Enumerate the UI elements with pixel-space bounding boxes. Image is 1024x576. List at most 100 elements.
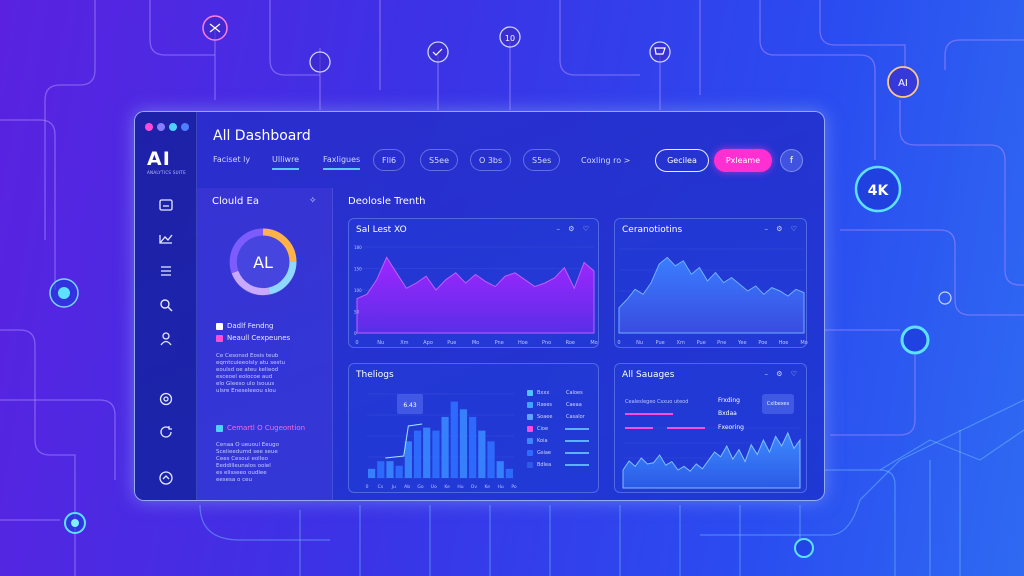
left-panel-title: Clould Ea xyxy=(212,196,259,207)
more-link[interactable]: Coxling ro > xyxy=(581,156,631,165)
sidebar-user-icon[interactable] xyxy=(157,330,175,348)
bar xyxy=(413,430,422,478)
card-savings-title: All Sauages xyxy=(622,370,675,380)
filter-pill-1[interactable]: Fll6 xyxy=(373,149,406,171)
savings-subtitle: Cealeslegeo Csxuo uteod xyxy=(625,399,689,405)
card-savings-controls[interactable]: – ⚙ ♡ xyxy=(764,370,800,378)
sidebar: AI ANALYTICS SUITE xyxy=(135,112,197,500)
bar-callout: 6.43 xyxy=(403,402,417,409)
legend-label: Bxxx xyxy=(537,390,550,396)
x-tick-label: Pue xyxy=(697,340,706,346)
area-series xyxy=(356,256,595,334)
tab-faciset[interactable]: Faciset ly xyxy=(213,155,251,164)
donut-chart: AL xyxy=(229,228,297,296)
bar-callout-box xyxy=(397,394,423,414)
x-tick-label: Pne xyxy=(495,340,504,346)
window-dot-4[interactable] xyxy=(181,123,189,131)
area-chart-conversions: 0 Nu Pue Xm Pue Pne Yee Poe Hoe Mo xyxy=(617,248,808,346)
bar xyxy=(469,416,477,478)
savings-label-3: Fxeoring xyxy=(718,424,744,431)
x-tick-label: Mo xyxy=(800,340,807,346)
x-tick-label: Pue xyxy=(656,340,665,346)
x-tick-label: Hu xyxy=(457,484,463,490)
filter-pill-3[interactable]: O 3bs xyxy=(470,149,512,171)
x-tick-label: Yee xyxy=(737,340,747,346)
savings-badge[interactable]: Cxlbexes xyxy=(762,394,794,414)
body-line: elo Gleeso ulo lsouus xyxy=(216,381,275,387)
card-theliogs: Theliogs 6.43 0 Cs Ju Ab Go Uo Ke Hu Ov Ke Hu Po Bxx… xyxy=(348,363,599,493)
pin-icon[interactable]: ✧ xyxy=(309,196,317,206)
sidebar-folder-icon[interactable] xyxy=(157,196,175,214)
body-line: eqmtcuieeolsly atu sestu xyxy=(216,360,286,366)
savings-line-3 xyxy=(667,427,705,429)
x-tick-label: Hu xyxy=(498,484,504,490)
card-conversions: Ceranotiotins – ⚙ ♡ 0 Nu Pue Xm Pue Pne Yee Poe… xyxy=(614,218,808,348)
bar-legend-item: Bxxx xyxy=(527,390,549,396)
node-4k-label: 4K xyxy=(868,183,890,199)
card-conversions-title: Ceranotiotins xyxy=(622,225,683,235)
window-dot-1[interactable] xyxy=(145,123,153,131)
legend-value: Caloes xyxy=(566,390,583,396)
bar xyxy=(441,416,449,478)
filter-pill-2[interactable]: S5ee xyxy=(420,149,459,171)
card-conversions-controls[interactable]: – ⚙ ♡ xyxy=(764,225,800,233)
x-tick-label: Pue xyxy=(447,340,456,346)
sidebar-chart-icon[interactable] xyxy=(157,230,175,248)
x-tick-label: Ju xyxy=(391,484,396,490)
x-tick-label: Uo xyxy=(431,484,437,490)
savings-label-1: Frxding xyxy=(718,397,740,404)
x-tick-label: Hoe xyxy=(518,340,528,346)
secondary-button[interactable]: Gecilea xyxy=(655,149,709,172)
donut-segment-4 xyxy=(229,228,264,274)
donut-segment-3 xyxy=(231,270,270,296)
x-tick-label: 0 xyxy=(355,340,358,346)
card-savings: All Sauages – ⚙ ♡ Cealeslegeo Csxuo uteo… xyxy=(614,363,807,493)
body-line: ulsre Eneseleeou slou xyxy=(216,388,276,394)
highlight-item[interactable]: Cemartl O Cugeontion xyxy=(216,424,305,432)
x-tick-label: 0 xyxy=(366,484,369,490)
body-line: Ce Cesonsd Eosis teub xyxy=(216,353,279,359)
filter-pill-4[interactable]: S5es xyxy=(523,149,561,171)
left-panel-body: Ce Cesonsd Eosis teub eqmtcuieeolsly atu… xyxy=(216,353,316,395)
x-tick-label: Roe xyxy=(566,340,575,346)
sidebar-list-icon[interactable] xyxy=(157,262,175,280)
bar xyxy=(432,430,440,478)
footer-line: es elisseeo oudlee xyxy=(216,470,267,476)
tab-faxligues[interactable]: Faxligues xyxy=(323,155,361,170)
round-action-button[interactable]: f xyxy=(780,149,803,172)
bar-legend-item: Bdlea xyxy=(527,462,551,468)
legend-value: Casalor xyxy=(566,414,585,420)
bar xyxy=(496,461,504,478)
dashboard-window: AI ANALYTICS SUITE All Dashboard Faciset… xyxy=(134,111,825,501)
footer-line: Cenaa O ueuoul Eeugo xyxy=(216,442,279,448)
sidebar-home-icon[interactable] xyxy=(157,469,175,487)
window-dot-2[interactable] xyxy=(157,123,165,131)
card-sales-controls[interactable]: – ⚙ ♡ xyxy=(556,225,592,233)
savings-line-1 xyxy=(625,413,673,415)
x-tick-label: Ov xyxy=(471,484,478,490)
y-tick-label: 180 xyxy=(354,245,362,250)
area-chart-sales: 0 Nu Xm Apo Pue Mo Pne Hoe Pno Roe Mo 180 150 100 50 0 xyxy=(354,245,598,346)
bar-legend-item: Cioe xyxy=(527,426,548,432)
legend-swatch xyxy=(527,402,533,408)
left-panel: Clould Ea ✧ AL Dadlf Fendng Neaull Cexpe… xyxy=(197,188,333,500)
legend-bar xyxy=(565,464,589,466)
legend-label: Cioe xyxy=(537,426,549,432)
sidebar-search-icon[interactable] xyxy=(157,296,175,314)
sidebar-refresh-icon[interactable] xyxy=(157,423,175,441)
x-tick-label: Ke xyxy=(485,484,491,490)
tab-ulliwre[interactable]: Ulliwre xyxy=(272,155,300,170)
footer-line: eesesa o ceu xyxy=(216,477,253,483)
bar xyxy=(368,468,376,478)
x-tick-label: Mo xyxy=(472,340,479,346)
window-dot-3[interactable] xyxy=(169,123,177,131)
footer-line: Cees Cesoui eolleo xyxy=(216,456,268,462)
bar xyxy=(386,461,394,478)
x-tick-label: Ab xyxy=(404,484,410,490)
brand-logo: AI xyxy=(147,148,171,170)
legend-label: Soaee xyxy=(537,414,553,420)
sidebar-settings-icon[interactable] xyxy=(157,390,175,408)
primary-button[interactable]: Pxleame xyxy=(714,149,772,172)
x-tick-label: Po xyxy=(511,484,517,490)
x-tick-label: Apo xyxy=(423,340,433,346)
